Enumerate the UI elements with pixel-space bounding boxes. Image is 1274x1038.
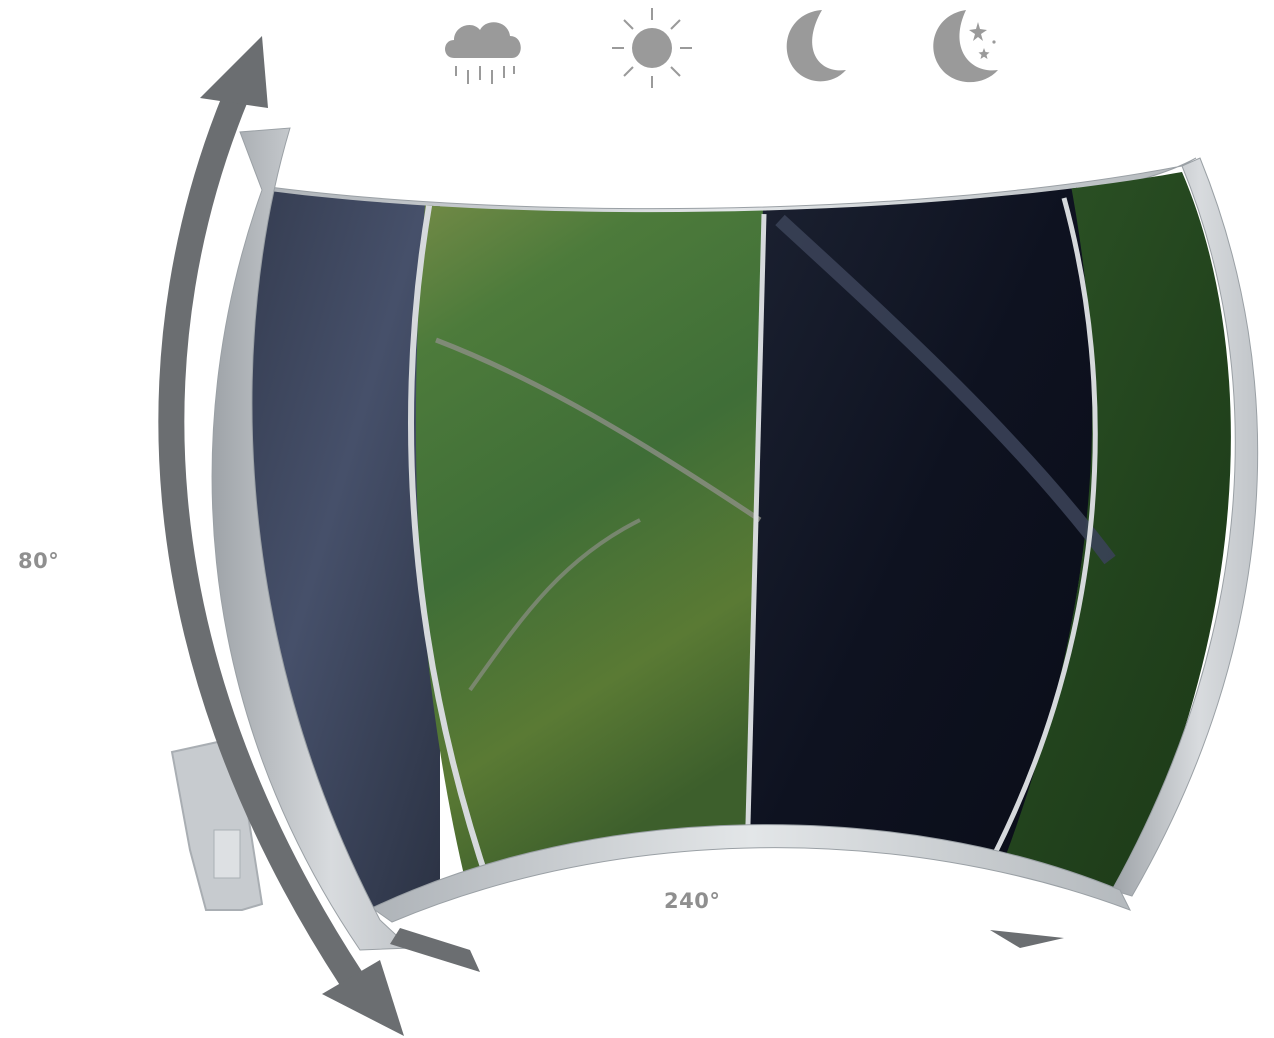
vertical-fov-arrow-head-bottom	[322, 960, 404, 1036]
screen-left-frame	[211, 127, 412, 951]
day-road	[435, 337, 762, 523]
vertical-fov-label: 80°	[18, 549, 60, 573]
horizontal-fov-arrow-left	[390, 928, 480, 972]
crescent-moon-icon	[786, 10, 846, 82]
conditions-icon-row	[0, 0, 1274, 100]
sun-icon	[612, 8, 692, 88]
rain-cloud-icon	[445, 22, 521, 84]
screen-bottom-rim	[371, 824, 1132, 923]
divider-2	[743, 213, 767, 901]
divider-1	[408, 199, 497, 901]
panel-night	[745, 172, 1094, 900]
horizontal-fov-label: 240°	[664, 889, 721, 913]
vertical-fov-arrow-head-top	[200, 36, 268, 108]
horizontal-fov-arrow-right	[990, 930, 1064, 948]
divider-3	[967, 197, 1098, 902]
night-highway	[775, 214, 1116, 565]
day-road-2	[468, 518, 641, 692]
stand-plate	[213, 829, 241, 879]
panel-day	[415, 172, 770, 900]
screen-right-frame	[1111, 157, 1259, 897]
moon-stars-icon	[933, 10, 998, 83]
vertical-fov-arrow-shaft	[158, 91, 363, 988]
